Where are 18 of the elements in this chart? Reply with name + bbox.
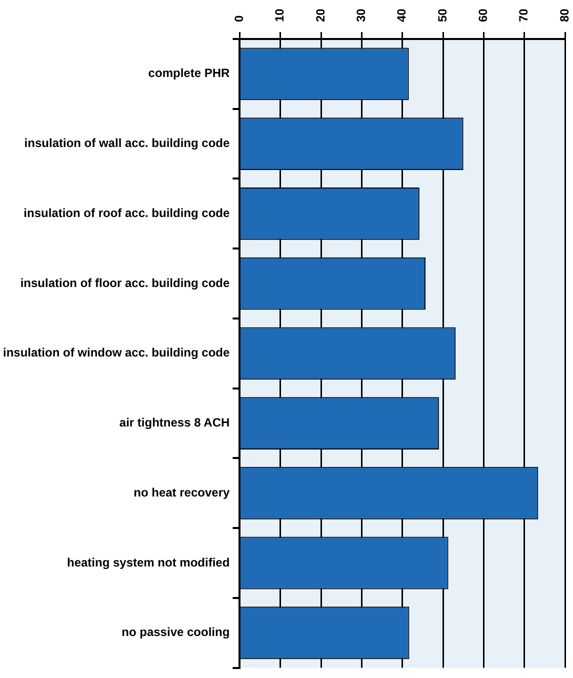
y-tick-label: insulation of wall acc. building code xyxy=(24,136,230,150)
x-tick-label: 60 xyxy=(476,8,490,22)
x-tick-label: 40 xyxy=(394,8,409,22)
x-tick-label: 10 xyxy=(272,8,287,22)
y-tick-label: complete PHR xyxy=(148,66,230,80)
x-tick-label: 70 xyxy=(516,8,531,22)
x-tick-label: 30 xyxy=(354,8,368,22)
y-tick-label: air tightness 8 ACH xyxy=(119,416,230,430)
x-tick-label: 0 xyxy=(232,15,246,22)
x-tick-label: 20 xyxy=(313,8,328,22)
y-tick-label: heating system not modified xyxy=(66,555,230,570)
y-tick-label: insulation of window acc. building code xyxy=(3,346,230,360)
y-tick-label: no passive cooling xyxy=(122,625,230,640)
x-tick-label: 50 xyxy=(435,8,450,22)
y-tick-label: insulation of floor acc. building code xyxy=(20,276,230,290)
x-tick-label: 80 xyxy=(557,8,572,22)
y-tick-label: no heat recovery xyxy=(134,485,230,500)
y-tick-label: insulation of roof acc. building code xyxy=(24,206,230,220)
